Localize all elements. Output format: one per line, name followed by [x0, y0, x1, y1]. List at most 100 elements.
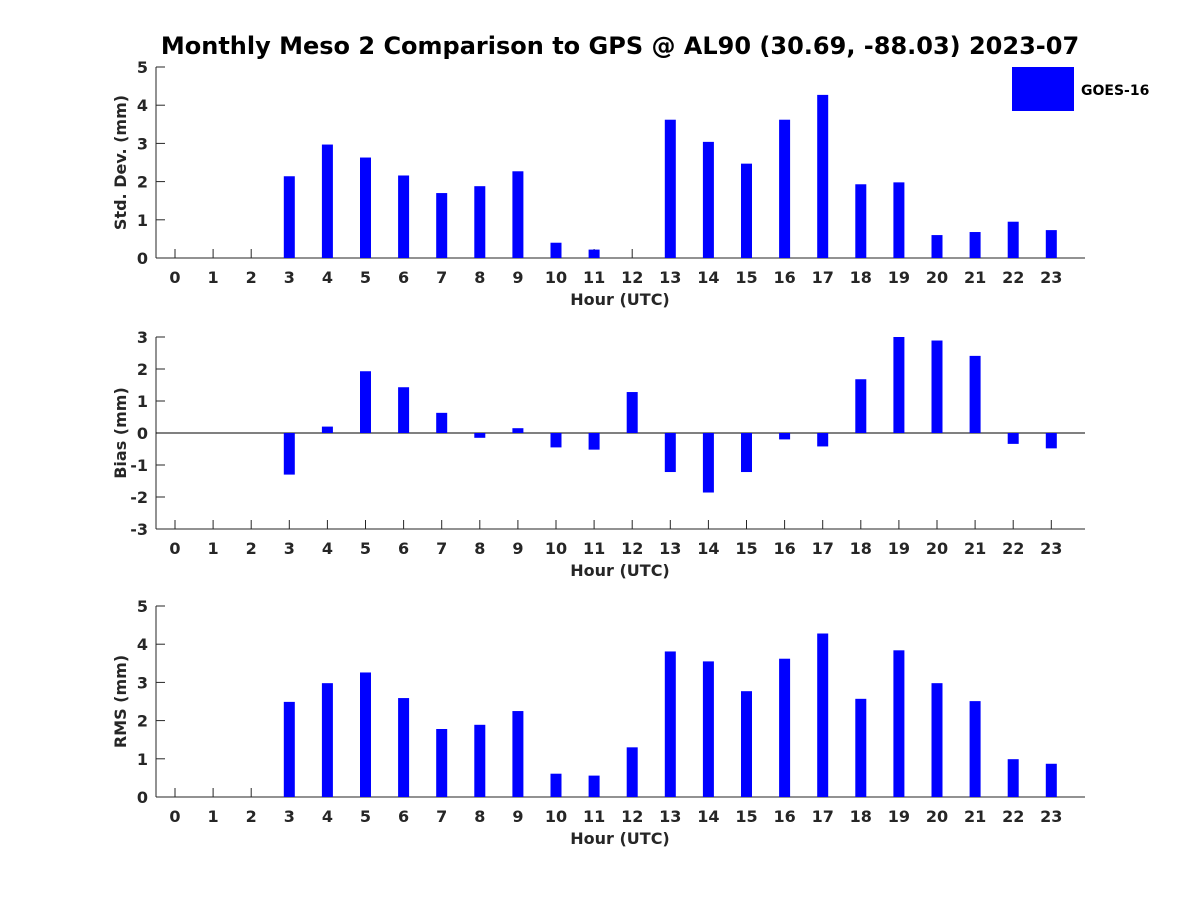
- bar-hour-15: [741, 163, 752, 258]
- x-tick-label: 13: [659, 268, 681, 287]
- y-tick-label: 0: [137, 249, 148, 268]
- bar-hour-12: [626, 392, 638, 433]
- y-tick-label: 5: [137, 58, 148, 77]
- bar-hour-16: [779, 433, 791, 440]
- x-tick-label: 18: [850, 807, 872, 826]
- x-tick-label: 5: [360, 539, 371, 558]
- bar-hour-21: [969, 701, 981, 797]
- bar-hour-6: [398, 387, 410, 433]
- bar-hour-7: [436, 729, 448, 797]
- x-tick-label: 19: [888, 268, 910, 287]
- x-tick-label: 4: [322, 268, 333, 287]
- x-tick-label: 9: [512, 807, 523, 826]
- y-tick-label: 0: [137, 788, 148, 807]
- y-tick-label: 5: [137, 597, 148, 616]
- x-tick-label: 21: [964, 539, 986, 558]
- x-tick-label: 23: [1040, 268, 1062, 287]
- bar-hour-7: [436, 412, 448, 433]
- x-tick-label: 6: [398, 539, 409, 558]
- bar-hour-16: [779, 119, 791, 258]
- y-tick-label: 3: [137, 673, 148, 692]
- bar-hour-15: [741, 691, 752, 797]
- x-tick-label: 12: [621, 268, 643, 287]
- bar-hour-7: [436, 193, 448, 258]
- x-tick-label: 17: [812, 539, 834, 558]
- bar-hour-9: [512, 171, 524, 258]
- x-tick-label: 8: [474, 268, 485, 287]
- x-tick-label: 2: [246, 268, 257, 287]
- x-tick-label: 4: [322, 539, 333, 558]
- bar-hour-21: [969, 355, 981, 433]
- x-tick-label: 18: [850, 539, 872, 558]
- bar-hour-11: [588, 775, 600, 797]
- bar-hour-19: [893, 650, 905, 797]
- x-tick-label: 21: [964, 807, 986, 826]
- bar-hour-20: [931, 235, 943, 258]
- bar-hour-18: [855, 184, 867, 258]
- x-tick-label: 1: [208, 807, 219, 826]
- bar-hour-23: [1045, 433, 1057, 449]
- y-tick-label: 3: [137, 134, 148, 153]
- y-tick-label: 4: [137, 635, 148, 654]
- x-tick-label: 16: [773, 539, 795, 558]
- legend-label: GOES-16: [1081, 83, 1149, 99]
- bar-hour-3: [283, 176, 295, 258]
- y-tick-label: 4: [137, 96, 148, 115]
- x-tick-label: 1: [208, 539, 219, 558]
- y-tick-label: 3: [137, 328, 148, 347]
- bar-hour-22: [1007, 221, 1019, 258]
- x-tick-label: 10: [545, 539, 567, 558]
- x-tick-label: 3: [284, 807, 295, 826]
- x-tick-label: 11: [583, 268, 605, 287]
- bar-hour-22: [1007, 433, 1019, 444]
- y-axis-label: Std. Dev. (mm): [111, 95, 130, 230]
- bar-hour-15: [741, 433, 752, 473]
- y-tick-label: 2: [137, 712, 148, 731]
- bar-hour-20: [931, 683, 943, 797]
- bar-hour-22: [1007, 759, 1019, 797]
- x-tick-label: 5: [360, 268, 371, 287]
- x-tick-label: 13: [659, 807, 681, 826]
- x-tick-label: 20: [926, 268, 948, 287]
- x-tick-label: 5: [360, 807, 371, 826]
- bar-hour-4: [321, 683, 333, 797]
- x-tick-label: 16: [773, 807, 795, 826]
- x-tick-label: 9: [512, 268, 523, 287]
- bar-hour-12: [626, 747, 638, 797]
- x-tick-label: 15: [735, 539, 757, 558]
- x-tick-label: 14: [697, 268, 719, 287]
- x-tick-label: 15: [735, 807, 757, 826]
- x-tick-label: 0: [169, 268, 180, 287]
- bar-hour-10: [550, 242, 562, 258]
- x-tick-label: 0: [169, 807, 180, 826]
- chart-title: Monthly Meso 2 Comparison to GPS @ AL90 …: [161, 32, 1079, 60]
- bar-hour-9: [512, 711, 524, 797]
- bar-hour-23: [1045, 763, 1057, 797]
- legend: GOES-16: [1012, 67, 1149, 111]
- y-axis-label: RMS (mm): [111, 655, 130, 748]
- x-tick-label: 22: [1002, 539, 1024, 558]
- y-tick-label: -3: [130, 520, 148, 539]
- x-axis-label: Hour (UTC): [570, 290, 670, 309]
- bar-hour-19: [893, 182, 905, 258]
- bar-hour-6: [398, 698, 410, 797]
- x-tick-label: 8: [474, 807, 485, 826]
- y-tick-label: -2: [130, 488, 148, 507]
- bar-hour-19: [893, 337, 905, 433]
- x-tick-label: 12: [621, 539, 643, 558]
- y-tick-label: 2: [137, 360, 148, 379]
- x-tick-label: 11: [583, 539, 605, 558]
- x-tick-label: 6: [398, 268, 409, 287]
- bar-hour-4: [321, 144, 333, 258]
- x-axis-label: Hour (UTC): [570, 561, 670, 580]
- x-tick-label: 0: [169, 539, 180, 558]
- bar-hour-11: [588, 249, 600, 258]
- bar-hour-9: [512, 428, 524, 433]
- bar-hour-6: [398, 175, 410, 258]
- y-tick-label: 1: [137, 211, 148, 230]
- x-tick-label: 17: [812, 268, 834, 287]
